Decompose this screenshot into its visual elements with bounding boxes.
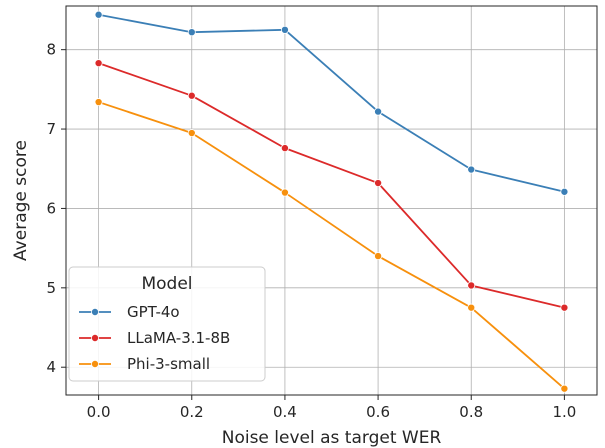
legend-item: Phi-3-small [79, 355, 210, 373]
series-gpt-4o [94, 10, 569, 196]
x-tick-label: 0.4 [273, 403, 297, 421]
series-llama-3-1-8b [94, 59, 569, 312]
legend-label: LLaMA-3.1-8B [127, 329, 230, 347]
legend-label: Phi-3-small [127, 355, 210, 373]
legend-item: LLaMA-3.1-8B [79, 329, 230, 347]
data-point [467, 165, 476, 174]
data-point [467, 281, 476, 290]
data-point [280, 188, 289, 197]
data-point [187, 129, 196, 138]
data-point [467, 303, 476, 312]
x-axis-label: Noise level as target WER [222, 428, 442, 448]
data-point [280, 144, 289, 153]
data-point [374, 179, 383, 188]
data-point [280, 25, 289, 34]
legend: Model GPT-4o LLaMA-3.1-8B Phi-3-small [68, 266, 266, 382]
series-line [98, 62, 565, 309]
x-tick-label: 0.2 [180, 403, 204, 421]
legend-swatch-marker [91, 359, 100, 368]
x-tick-label: 0.0 [87, 403, 111, 421]
y-tick-label: 6 [46, 199, 56, 217]
data-point [374, 252, 383, 261]
legend-label: GPT-4o [127, 303, 180, 321]
data-point [560, 303, 569, 312]
data-point [187, 28, 196, 37]
series-phi-3-small [94, 98, 569, 393]
y-axis: 4 5 6 7 8 [46, 41, 66, 376]
y-tick-label: 8 [46, 41, 56, 59]
data-point [94, 98, 103, 107]
data-point [374, 107, 383, 116]
series-line [98, 101, 565, 390]
y-tick-label: 4 [46, 358, 56, 376]
legend-swatch-marker [91, 333, 100, 342]
series-line [98, 13, 565, 193]
data-point [94, 10, 103, 19]
series-layer [94, 10, 569, 393]
legend-swatch-marker [91, 307, 100, 316]
legend-item: GPT-4o [79, 303, 180, 321]
x-tick-label: 0.6 [366, 403, 390, 421]
data-point [560, 187, 569, 196]
plot-frame [65, 5, 598, 396]
legend-box [68, 266, 266, 382]
y-tick-label: 7 [46, 120, 56, 138]
y-axis-label: Average score [11, 140, 31, 261]
x-tick-label: 1.0 [552, 403, 576, 421]
legend-title: Model [141, 274, 192, 294]
data-point [187, 91, 196, 100]
x-axis: 0.0 0.2 0.4 0.6 0.8 1.0 [87, 395, 576, 421]
y-tick-label: 5 [46, 279, 56, 297]
x-tick-label: 0.8 [459, 403, 483, 421]
data-point [94, 59, 103, 68]
data-point [560, 384, 569, 393]
